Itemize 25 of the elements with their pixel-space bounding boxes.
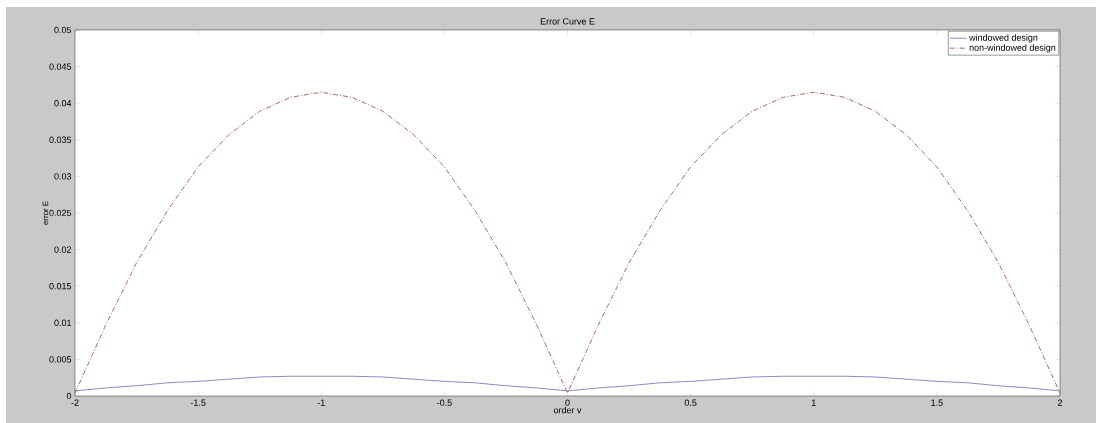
x-tick-label: 2	[1057, 399, 1063, 406]
y-tick-label: 0.02	[54, 246, 72, 253]
y-tick-label: 0.035	[49, 136, 72, 143]
y-tick-label: 0.045	[49, 63, 72, 70]
legend-label: non-windowed design	[969, 44, 1056, 53]
y-tick-label: 0.01	[54, 319, 72, 326]
x-tick-label: 0	[565, 399, 570, 406]
x-axis-title: order v	[553, 406, 582, 414]
y-tick-label: 0.03	[54, 173, 72, 180]
x-tick-label: -2	[71, 399, 79, 406]
x-tick-label: -0.5	[437, 399, 452, 406]
y-tick-label: 0.005	[49, 356, 72, 363]
chart-title: Error Curve E	[540, 18, 595, 25]
x-tick-label: 1	[811, 399, 816, 406]
y-tick-label: 0.025	[49, 209, 72, 217]
y-tick-label: 0	[66, 392, 72, 400]
line-series	[75, 91, 1061, 394]
y-tick-label: 0.04	[54, 100, 72, 107]
legend-label: windowed design	[969, 34, 1038, 43]
y-tick-label: 0.05	[54, 26, 72, 34]
x-tick-label: 1.5	[931, 399, 943, 406]
x-tick-label: 0.5	[684, 399, 697, 406]
y-tick-label: 0.015	[49, 283, 72, 290]
x-tick-label: -1.5	[190, 399, 206, 406]
x-tick-label: -1	[317, 399, 325, 406]
